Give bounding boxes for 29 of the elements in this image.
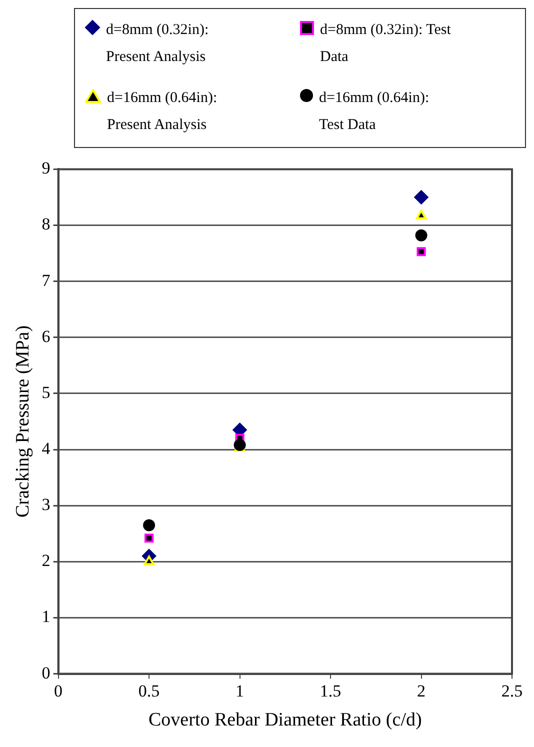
x-tick-label: 2.5 bbox=[501, 681, 523, 700]
legend-label: d=8mm (0.32in): Present Analysis bbox=[106, 21, 210, 67]
point bbox=[415, 229, 428, 242]
legend-label: d=16mm (0.64in): Test Data bbox=[319, 89, 430, 135]
y-tick-label: 8 bbox=[42, 214, 50, 234]
y-axis-title: Cracking Pressure (MPa) bbox=[12, 325, 34, 518]
x-tick-label: 0.5 bbox=[138, 681, 160, 700]
point bbox=[143, 519, 156, 532]
y-tick-label: 1 bbox=[42, 607, 50, 626]
y-tick-label: 6 bbox=[42, 326, 50, 346]
y-tick-label: 3 bbox=[42, 495, 50, 514]
legend-label: d=16mm (0.64in): Present Analysis bbox=[107, 89, 218, 135]
point bbox=[144, 534, 154, 543]
y-tick-label: 2 bbox=[42, 551, 50, 570]
x-tick-label: 1.5 bbox=[320, 681, 342, 700]
y-tick-label: 0 bbox=[42, 663, 50, 682]
x-tick-label: 0 bbox=[54, 681, 63, 700]
x-tick-label: 1 bbox=[236, 681, 244, 700]
legend-label: d=8mm (0.32in): Test Data bbox=[320, 21, 452, 67]
y-tick-label: 4 bbox=[42, 439, 51, 458]
point bbox=[416, 210, 427, 220]
x-axis-title: Coverto Rebar Diameter Ratio (c/d) bbox=[148, 710, 422, 731]
point bbox=[414, 190, 428, 204]
point bbox=[144, 556, 154, 566]
y-tick-label: 9 bbox=[42, 158, 50, 178]
y-tick-label: 7 bbox=[42, 270, 51, 290]
x-tick-label: 2 bbox=[417, 681, 426, 700]
y-tick-label: 5 bbox=[42, 382, 50, 402]
point bbox=[416, 247, 426, 256]
